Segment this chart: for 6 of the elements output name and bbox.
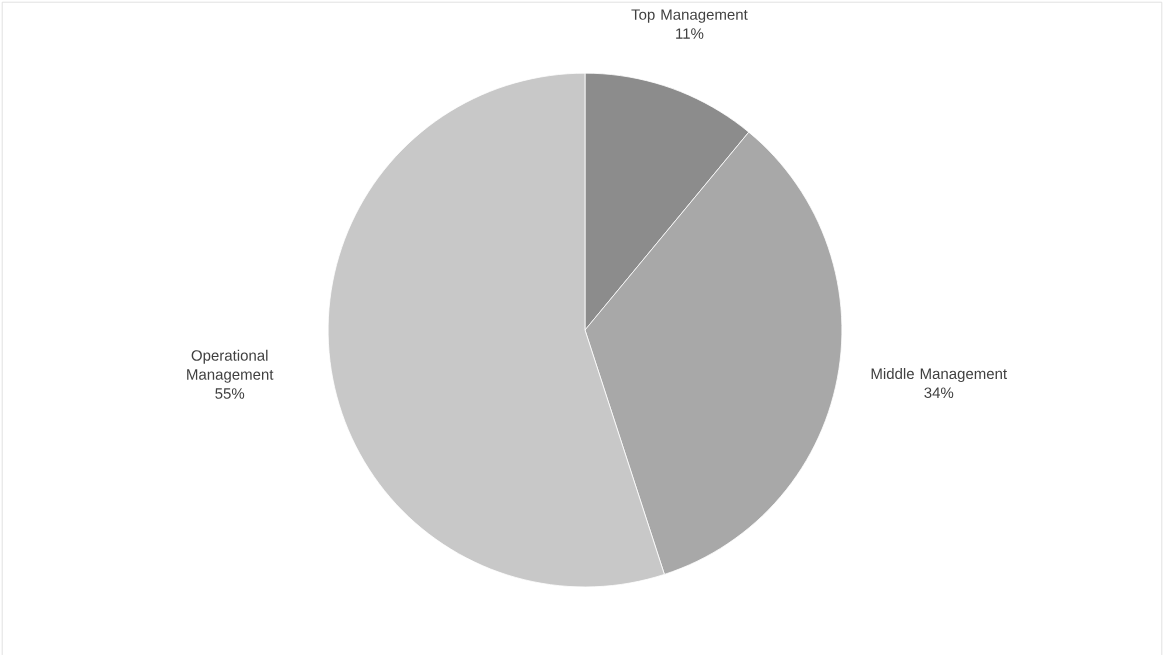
data-label: 55% (215, 388, 245, 399)
slice-label: Middle Management (871, 367, 1007, 382)
slice-label: Operational Management (187, 349, 274, 383)
data-label: 11% (676, 28, 704, 39)
data-label: 34% (924, 387, 954, 398)
slice-label: Top Management (631, 9, 748, 23)
